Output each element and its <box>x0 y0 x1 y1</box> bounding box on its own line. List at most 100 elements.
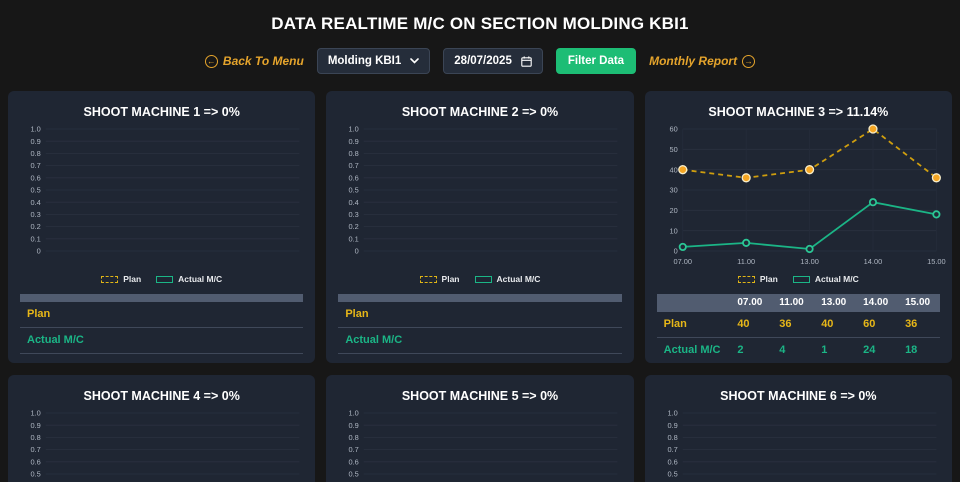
machine-chart[interactable]: 1.00.90.80.70.60.50.40.30.20.10 <box>20 405 303 482</box>
back-to-menu-link[interactable]: ← Back To Menu <box>204 54 304 68</box>
row-value: 1 <box>814 337 857 363</box>
panel-title: SHOOT MACHINE 6 => 0% <box>720 389 877 403</box>
svg-text:0.3: 0.3 <box>349 210 359 219</box>
row-value <box>261 327 304 355</box>
row-value <box>579 327 622 355</box>
svg-text:13.00: 13.00 <box>800 257 819 266</box>
svg-text:0.9: 0.9 <box>667 421 677 430</box>
plan-swatch-icon <box>737 275 755 283</box>
svg-text:0.8: 0.8 <box>667 433 677 442</box>
table-column-header <box>579 294 622 302</box>
svg-text:0.4: 0.4 <box>30 198 40 207</box>
svg-text:14.00: 14.00 <box>863 257 882 266</box>
svg-text:0.9: 0.9 <box>349 421 359 430</box>
table-row-actual: Actual M/C <box>338 327 622 355</box>
machine-data-table: Plan Actual M/C <box>338 294 622 355</box>
row-value <box>579 302 622 329</box>
svg-text:0.7: 0.7 <box>349 161 359 170</box>
plan-swatch-icon <box>419 275 437 283</box>
row-value <box>495 327 538 355</box>
row-value <box>495 302 538 329</box>
svg-text:0.6: 0.6 <box>30 457 40 466</box>
svg-text:0.9: 0.9 <box>30 421 40 430</box>
legend-actual-label: Actual M/C <box>496 274 541 284</box>
row-value: 18 <box>898 337 940 363</box>
left-arrow-circle-icon: ← <box>204 54 218 68</box>
department-select[interactable]: Molding KBI1 <box>316 48 431 74</box>
back-to-menu-label: Back To Menu <box>222 54 304 68</box>
legend-item-plan[interactable]: Plan <box>419 274 460 284</box>
row-label: Actual M/C <box>656 337 731 363</box>
row-value <box>411 327 454 355</box>
legend-item-plan[interactable]: Plan <box>737 274 778 284</box>
table-column-header <box>453 294 496 302</box>
plan-swatch-icon <box>101 275 119 283</box>
machine-panel: SHOOT MACHINE 1 => 0% 1.0 0.9 0.8 0.7 0.6 0.5… <box>8 91 316 363</box>
svg-text:0.7: 0.7 <box>30 445 40 454</box>
machine-chart[interactable]: 1.00.90.80.70.60.50.40.30.20.10 <box>338 121 621 273</box>
svg-text:0.8: 0.8 <box>349 433 359 442</box>
row-value <box>261 302 304 329</box>
machine-panel: SHOOT MACHINE 4 => 0% 1.0 0.9 0.8 0.7 0.6 0.5… <box>8 375 316 482</box>
svg-text:07.00: 07.00 <box>673 257 692 266</box>
svg-text:0.9: 0.9 <box>30 137 40 146</box>
row-value <box>537 327 580 355</box>
filter-data-button[interactable]: Filter Data <box>555 48 637 74</box>
chevron-down-icon <box>410 58 420 64</box>
legend-item-actual[interactable]: Actual M/C <box>474 274 541 284</box>
calendar-icon <box>521 55 532 67</box>
machine-panel: SHOOT MACHINE 6 => 0% 1.0 0.9 0.8 0.7 0.6 0.5… <box>644 375 952 482</box>
right-arrow-circle-icon: → <box>742 54 756 68</box>
legend-item-actual[interactable]: Actual M/C <box>156 274 222 284</box>
svg-text:0: 0 <box>355 247 359 256</box>
svg-text:50: 50 <box>669 145 677 154</box>
svg-text:0.7: 0.7 <box>30 161 40 170</box>
panel-title: SHOOT MACHINE 2 => 0% <box>401 105 559 119</box>
row-value <box>93 302 136 329</box>
row-label: Plan <box>656 312 731 339</box>
table-header-row <box>20 294 304 302</box>
table-header-row <box>338 294 622 302</box>
machine-data-table: Plan Actual M/C <box>20 294 304 355</box>
date-input[interactable]: 28/07/2025 <box>443 48 543 74</box>
row-value <box>177 302 220 329</box>
table-column-header <box>411 294 454 302</box>
row-value: 24 <box>856 337 899 363</box>
table-column-header <box>656 294 731 312</box>
machine-panel: SHOOT MACHINE 5 => 0% 1.0 0.9 0.8 0.7 0.6 0.5… <box>326 375 634 482</box>
machine-panel: SHOOT MACHINE 3 => 11.14% 60 50 40 30 20 10 0 0… <box>644 91 952 363</box>
table-row-actual: Actual M/C <box>20 327 304 355</box>
legend-item-actual[interactable]: Actual M/C <box>792 274 859 284</box>
svg-text:30: 30 <box>669 186 677 195</box>
row-value <box>93 327 136 355</box>
machine-chart[interactable]: 60 50 40 30 20 10 007.00 11.00 13.00 14.00 15.00 <box>657 121 945 273</box>
svg-text:0.1: 0.1 <box>349 234 359 243</box>
legend-item-plan[interactable]: Plan <box>101 274 141 284</box>
row-label: Actual M/C <box>338 327 412 355</box>
table-column-header <box>93 294 136 302</box>
legend-actual-label: Actual M/C <box>178 274 223 284</box>
row-label: Plan <box>338 302 412 329</box>
svg-text:10: 10 <box>669 226 677 235</box>
svg-text:0.6: 0.6 <box>667 457 677 466</box>
actual-swatch-icon <box>156 275 174 283</box>
row-value: 40 <box>814 312 857 339</box>
table-row-plan: Plan <box>338 302 622 329</box>
table-column-header <box>261 294 304 302</box>
table-column-header <box>20 294 94 302</box>
controls-bar: ← Back To Menu Molding KBI1 28/07/2025 F… <box>0 48 960 74</box>
svg-text:1.0: 1.0 <box>349 125 359 134</box>
table-column-header <box>537 294 580 302</box>
table-column-header <box>219 294 262 302</box>
svg-text:0.1: 0.1 <box>30 234 40 243</box>
table-column-header: 11.00 <box>772 294 815 312</box>
row-value: 36 <box>772 312 815 339</box>
machine-chart[interactable]: 1.00.90.80.70.60.50.40.30.20.10 <box>657 405 940 482</box>
machine-chart[interactable]: 1.00.90.80.70.60.50.40.30.20.10 <box>338 405 621 482</box>
monthly-report-link[interactable]: Monthly Report → <box>649 54 756 68</box>
svg-text:15.00: 15.00 <box>927 257 946 266</box>
machine-chart[interactable]: 1.00.90.80.70.60.50.40.30.20.10 <box>20 121 303 273</box>
table-row-actual: Actual M/C 2 4 1 24 18 <box>656 337 940 363</box>
row-value <box>453 327 496 355</box>
row-value: 60 <box>856 312 899 339</box>
